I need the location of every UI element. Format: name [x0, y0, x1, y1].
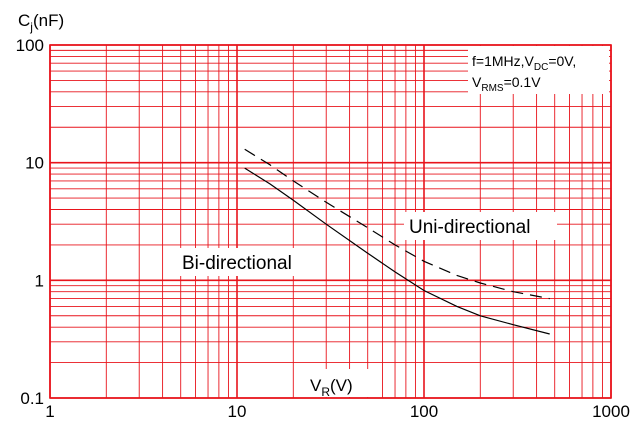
x-tick-label: 10 — [228, 402, 247, 421]
bi-directional-label: Bi-directional — [182, 253, 292, 274]
y-axis-label: Cj(nF) — [18, 11, 64, 34]
conditions-box — [468, 46, 609, 94]
conditions-line-2: VRMS=0.1V — [472, 74, 541, 94]
curves — [244, 148, 550, 335]
y-tick-label: 0.1 — [20, 389, 44, 408]
x-tick-label: 100 — [410, 402, 438, 421]
x-axis-label-bg — [306, 369, 372, 397]
y-tick-label: 100 — [16, 36, 44, 55]
y-tick-labels: 0.1 1 10 100 — [16, 36, 44, 408]
y-tick-label: 1 — [35, 271, 44, 290]
x-tick-label: 1000 — [592, 402, 630, 421]
x-axis-label: VR(V) — [310, 376, 353, 399]
uni-directional-curve — [244, 148, 550, 300]
bi-directional-label-bg — [176, 248, 314, 276]
x-tick-labels: 1 10 100 1000 — [45, 402, 630, 421]
y-tick-label: 10 — [25, 154, 44, 173]
conditions-line-1: f=1MHz,VDC=0V, — [472, 53, 576, 73]
uni-directional-label-bg — [404, 212, 557, 240]
x-tick-label: 1 — [45, 402, 54, 421]
uni-directional-label: Uni-directional — [409, 217, 530, 238]
bi-directional-curve — [244, 167, 550, 335]
plot-frame — [49, 44, 612, 399]
